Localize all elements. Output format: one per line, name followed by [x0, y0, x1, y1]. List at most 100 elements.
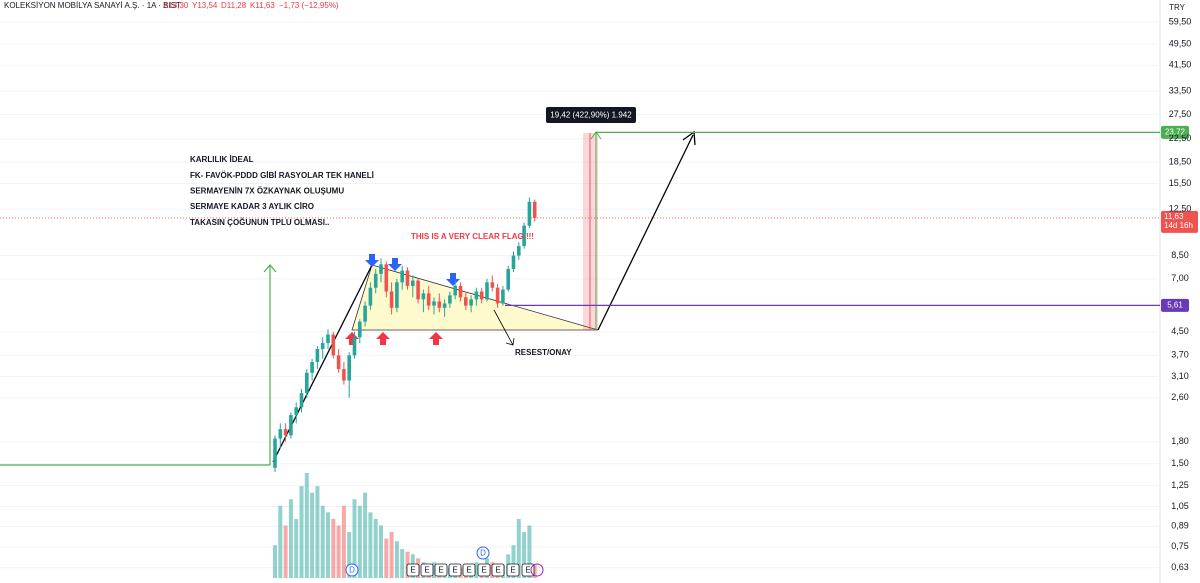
y-tick-label: 1,50 — [1171, 458, 1189, 468]
retest-arrowhead — [505, 337, 515, 346]
candle-body — [405, 270, 410, 286]
measure-label-bg — [546, 107, 636, 123]
note: KARLILIK İDEAL — [190, 155, 254, 164]
red-arrow — [376, 332, 390, 345]
candle-body — [273, 438, 277, 468]
marker-label: E — [438, 566, 443, 575]
y-tick-label: 27,50 — [1169, 109, 1192, 119]
volume-bar — [310, 492, 315, 578]
note: TAKASIN ÇOĞUNUN TPLU OLMASI.. — [190, 218, 329, 227]
y-tick-label: 8,50 — [1171, 250, 1189, 260]
volume-bar — [331, 518, 336, 578]
volume-bar — [283, 525, 288, 578]
earnings-marker — [506, 563, 520, 577]
volume-bar — [379, 525, 383, 578]
volume-bar — [320, 505, 325, 578]
candle-body — [363, 305, 367, 322]
pole-arrowhead — [263, 264, 277, 273]
candle-body — [400, 270, 404, 283]
candle-body — [495, 287, 500, 304]
candle-body — [416, 280, 420, 300]
candle-body — [453, 285, 457, 296]
projection-line — [597, 134, 694, 331]
candle-body — [336, 355, 341, 370]
dividend-marker — [476, 546, 490, 560]
y-tick-label: 0,75 — [1171, 541, 1189, 551]
ohlc-low: D11,28 — [221, 1, 247, 10]
candle-body — [464, 297, 468, 306]
candle-body — [501, 289, 505, 304]
earnings-marker — [491, 563, 505, 577]
candle-body — [305, 372, 309, 394]
volume-bar — [278, 505, 283, 578]
candle-body — [358, 321, 362, 338]
note: FK- FAVÖK-PDDD GİBİ RASYOLAR TEK HANELİ — [190, 171, 374, 180]
last-price-bg — [1161, 210, 1198, 233]
marker-label: E — [525, 566, 530, 575]
candle-body — [532, 201, 537, 218]
measure-label: 19,42 (422,90%) 1.942 — [550, 111, 632, 120]
volume-bar — [315, 486, 320, 578]
candle-body — [527, 201, 532, 226]
candle-body — [458, 285, 463, 298]
candle-body — [421, 293, 426, 300]
volume-bar — [368, 512, 373, 578]
volume-bar — [341, 505, 346, 578]
dividend-marker — [345, 563, 359, 577]
note: SERMAYENİN 7X ÖZKAYNAK OLUŞUMU — [190, 187, 344, 196]
volume-bar — [474, 562, 479, 578]
candle-body — [283, 429, 288, 436]
red-arrow — [345, 332, 359, 345]
blue-arrow — [388, 258, 402, 271]
y-tick-label: 1,80 — [1171, 436, 1189, 446]
candle-body — [384, 264, 389, 292]
earnings-marker — [406, 563, 420, 577]
candle-body — [310, 362, 314, 373]
candle-body — [289, 415, 293, 436]
candle-body — [299, 393, 304, 408]
volume-bar — [273, 545, 277, 578]
volume-bar — [400, 549, 405, 578]
volume-bar — [326, 512, 330, 578]
earnings-marker — [521, 563, 535, 577]
candle-body — [320, 343, 325, 350]
blue-arrow — [446, 273, 460, 286]
ohlc-close: K11,63 — [250, 1, 275, 10]
y-tick-label: 2,60 — [1171, 392, 1189, 402]
candle-body — [511, 255, 516, 269]
symbol: KOLEKSİYON MOBİLYA SANAYİ A.Ş. · 1A · BI… — [4, 1, 181, 10]
red-arrow — [429, 332, 443, 345]
candle-body — [474, 291, 479, 300]
marker-label: E — [481, 566, 486, 575]
volume-bar — [527, 525, 532, 578]
candle-body — [278, 429, 283, 439]
candle-body — [517, 246, 521, 256]
volume-bar — [294, 518, 299, 578]
marker-partial — [530, 563, 544, 577]
candle-body — [395, 282, 399, 308]
ohlc-high: Y13,54 — [192, 1, 218, 10]
down-arrows — [365, 254, 460, 286]
volume-bar — [304, 473, 309, 578]
candle-body — [352, 337, 357, 356]
volume-bar — [394, 541, 399, 578]
currency: TRY — [1169, 3, 1186, 12]
candle-body — [389, 291, 394, 308]
earnings-marker — [420, 563, 434, 577]
candle-body — [479, 291, 484, 300]
candle-body — [342, 369, 346, 381]
marker-label: E — [466, 566, 471, 575]
candle-body — [437, 301, 442, 308]
y-tick-label: 15,50 — [1169, 178, 1192, 188]
ohlc-open: A13,30 — [163, 1, 189, 10]
y-tick-label: 3,70 — [1171, 350, 1189, 360]
candle-body — [294, 407, 298, 416]
blue-arrow — [365, 254, 379, 267]
level-label-bg — [1161, 125, 1189, 139]
y-tick-label: 59,50 — [1169, 16, 1192, 26]
level-label-bg — [1161, 298, 1189, 312]
candle-body — [469, 299, 473, 306]
